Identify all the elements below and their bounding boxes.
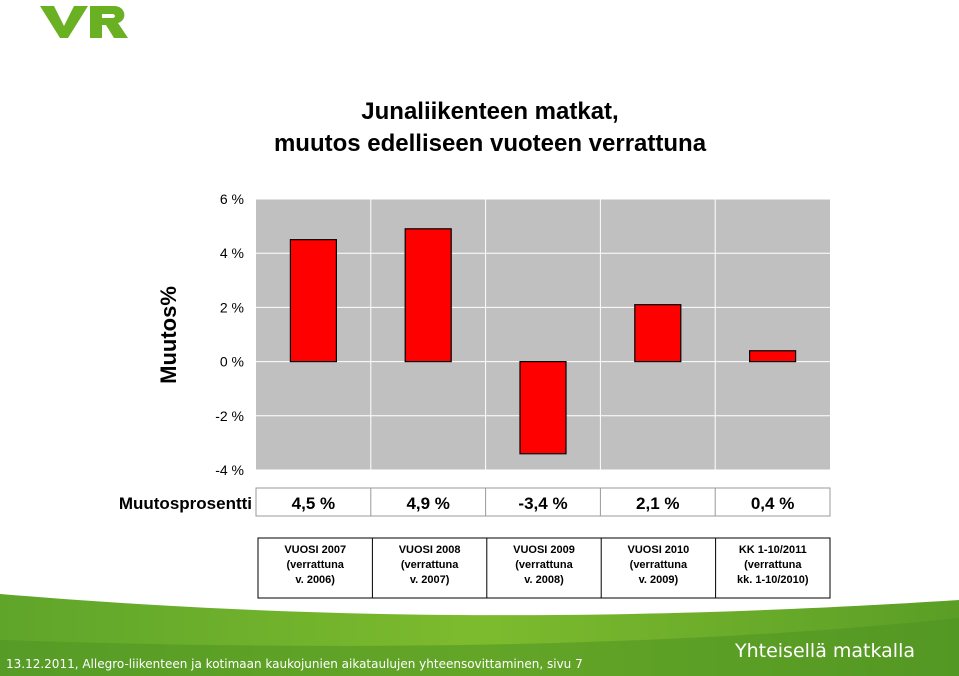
- x-tick-label: kk. 1-10/2010): [737, 574, 809, 586]
- data-table-row-label: Muutosprosentti: [119, 494, 252, 513]
- bar: [634, 304, 682, 363]
- y-tick-label: 0 %: [220, 354, 244, 370]
- vr-logo: [40, 6, 128, 38]
- x-tick-label: (verrattuna: [515, 559, 573, 571]
- data-label: 0,4 %: [751, 494, 794, 513]
- x-tick-label: VUOSI 2009: [513, 544, 575, 556]
- category-box: [257, 537, 831, 599]
- x-tick-label: v. 2008): [524, 574, 564, 586]
- x-tick-label: v. 2009): [639, 574, 679, 586]
- x-tick-label: (verrattuna: [744, 559, 802, 571]
- slogan: Yhteisellä matkalla: [734, 640, 915, 662]
- x-tick-label: (verrattuna: [401, 559, 459, 571]
- data-label: 4,5 %: [292, 494, 335, 513]
- x-tick-label: v. 2007): [410, 574, 450, 586]
- data-label: -3,4 %: [518, 494, 567, 513]
- data-label: 4,9 %: [406, 494, 449, 513]
- y-tick-label: 6 %: [220, 191, 244, 207]
- x-tick-label: (verrattuna: [630, 559, 688, 571]
- x-tick-label: v. 2006): [295, 574, 335, 586]
- x-tick-label: KK 1-10/2011: [739, 544, 807, 556]
- chart-title: Junaliikenteen matkat, muutos edelliseen…: [180, 96, 800, 160]
- title-line-2: muutos edelliseen vuoteen verrattuna: [273, 130, 707, 157]
- bar: [404, 228, 452, 363]
- data-label: 2,1 %: [636, 494, 679, 513]
- data-table-row: [255, 487, 831, 517]
- y-axis-label: Muutos%: [156, 286, 181, 384]
- title-line-1: Junaliikenteen matkat,: [361, 98, 619, 125]
- footer-caption: 13.12.2011, Allegro-liikenteen ja kotima…: [6, 657, 583, 671]
- bar: [748, 350, 797, 363]
- y-tick-label: -2 %: [215, 408, 244, 424]
- x-tick-label: VUOSI 2007: [284, 544, 346, 556]
- y-tick-label: 2 %: [220, 299, 244, 315]
- y-tick-label: -4 %: [215, 462, 244, 478]
- x-tick-label: VUOSI 2008: [399, 544, 461, 556]
- bar: [289, 239, 337, 363]
- y-tick-label: 4 %: [220, 245, 244, 261]
- x-tick-label: VUOSI 2010: [628, 544, 690, 556]
- bar: [519, 361, 567, 455]
- x-tick-label: (verrattuna: [286, 559, 344, 571]
